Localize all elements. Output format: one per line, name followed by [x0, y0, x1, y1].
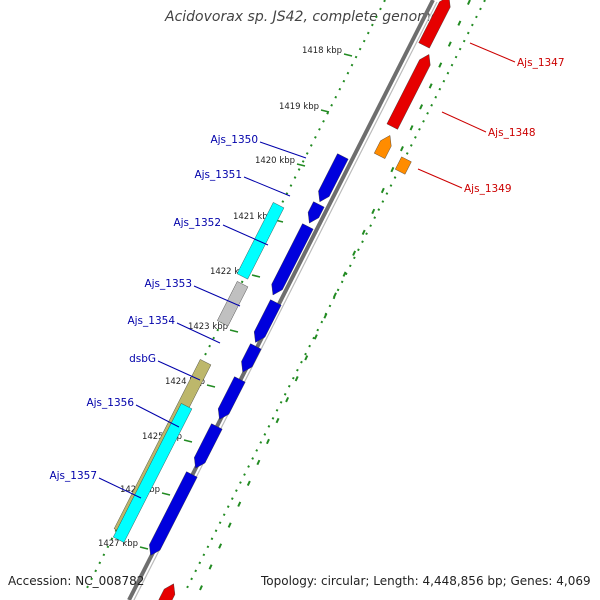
- gene-arrow-Ajs_1349: [373, 135, 392, 159]
- gene-arrow-partial: [158, 583, 176, 600]
- tick-mark: [161, 492, 171, 496]
- gene-label-Ajs_1347[interactable]: Ajs_1347: [517, 57, 565, 69]
- tick-mark: [343, 53, 353, 57]
- gene-arrow-Ajs_1350: [318, 153, 349, 203]
- gene-label-Ajs_1349[interactable]: Ajs_1349: [464, 183, 512, 195]
- gene-arrow-Ajs_1356: [194, 423, 223, 469]
- leader-line: [417, 168, 463, 189]
- cog-block-cyan: [236, 202, 285, 280]
- gene-label-Ajs_1351[interactable]: Ajs_1351: [194, 169, 242, 181]
- tick-mark: [251, 274, 261, 278]
- gene-arrow-Ajs_1353: [253, 299, 282, 343]
- leader-line: [135, 404, 180, 428]
- gene-label-Ajs_1348[interactable]: Ajs_1348: [488, 127, 536, 139]
- tick-label: 1419 kbp: [279, 102, 319, 112]
- gene-label-Ajs_1353[interactable]: Ajs_1353: [144, 278, 192, 290]
- leader-line: [259, 141, 307, 159]
- gene-arrow-dsbG: [217, 376, 246, 420]
- track-lines: [85, 0, 486, 600]
- gene-label-dsbG[interactable]: dsbG: [129, 353, 156, 365]
- tick-label: 1421 kbp: [233, 212, 273, 222]
- gene-track: [149, 0, 451, 600]
- gene-arrow-Ajs_1352: [271, 223, 314, 296]
- tick-label: 1423 kbp: [188, 322, 228, 332]
- gene-label-Ajs_1352[interactable]: Ajs_1352: [173, 217, 221, 229]
- tick-mark: [206, 384, 216, 388]
- tick-label: 1422 kbp: [210, 267, 250, 277]
- tick-mark: [139, 546, 149, 550]
- tick-label: 1418 kbp: [302, 46, 342, 56]
- gene-arrow-Ajs_1354: [241, 343, 262, 373]
- gene-arrow-Ajs_1347: [418, 0, 451, 49]
- gene-label-Ajs_1357[interactable]: Ajs_1357: [49, 470, 97, 482]
- gene-arrow-orange: [394, 156, 412, 175]
- scale-ticks: 1418 kbp 1419 kbp 1420 kbp 1421 kbp 1422 kbp…: [98, 46, 353, 550]
- gene-arrow-Ajs_1357: [149, 471, 198, 556]
- tick-mark: [229, 329, 239, 333]
- gene-arrow-Ajs_1348: [386, 54, 431, 130]
- leader-line: [469, 42, 516, 63]
- accession-text: Accession: NC_008782: [8, 574, 145, 588]
- leader-line: [222, 224, 269, 246]
- tick-mark: [183, 439, 193, 443]
- gene-labels: Ajs_1347 Ajs_1348 Ajs_1349 Ajs_1350 Ajs_1351…: [49, 42, 565, 499]
- cog-block-cyan-2: [112, 403, 193, 543]
- gene-label-Ajs_1356[interactable]: Ajs_1356: [86, 397, 134, 409]
- cog-block-gray: [217, 281, 249, 327]
- gene-arrow-Ajs_1351: [307, 201, 325, 224]
- leader-line: [157, 360, 201, 381]
- gene-label-Ajs_1354[interactable]: Ajs_1354: [127, 315, 175, 327]
- tick-label: 1427 kbp: [98, 539, 138, 549]
- tick-mark: [320, 109, 330, 113]
- cog-track: [112, 202, 285, 543]
- leader-line: [98, 477, 142, 499]
- tick-label: 1424 kbp: [165, 377, 205, 387]
- gc-track: [199, 0, 471, 591]
- leader-line: [176, 322, 221, 344]
- gene-label-Ajs_1350[interactable]: Ajs_1350: [210, 134, 258, 146]
- genome-title: Acidovorax sp. JS42, complete genome: [165, 9, 440, 25]
- leader-line: [243, 176, 291, 197]
- tick-mark: [296, 163, 306, 167]
- leader-line: [441, 111, 487, 133]
- tick-label: 1420 kbp: [255, 156, 295, 166]
- leader-line: [193, 285, 241, 307]
- topology-text: Topology: circular; Length: 4,448,856 bp…: [261, 574, 591, 588]
